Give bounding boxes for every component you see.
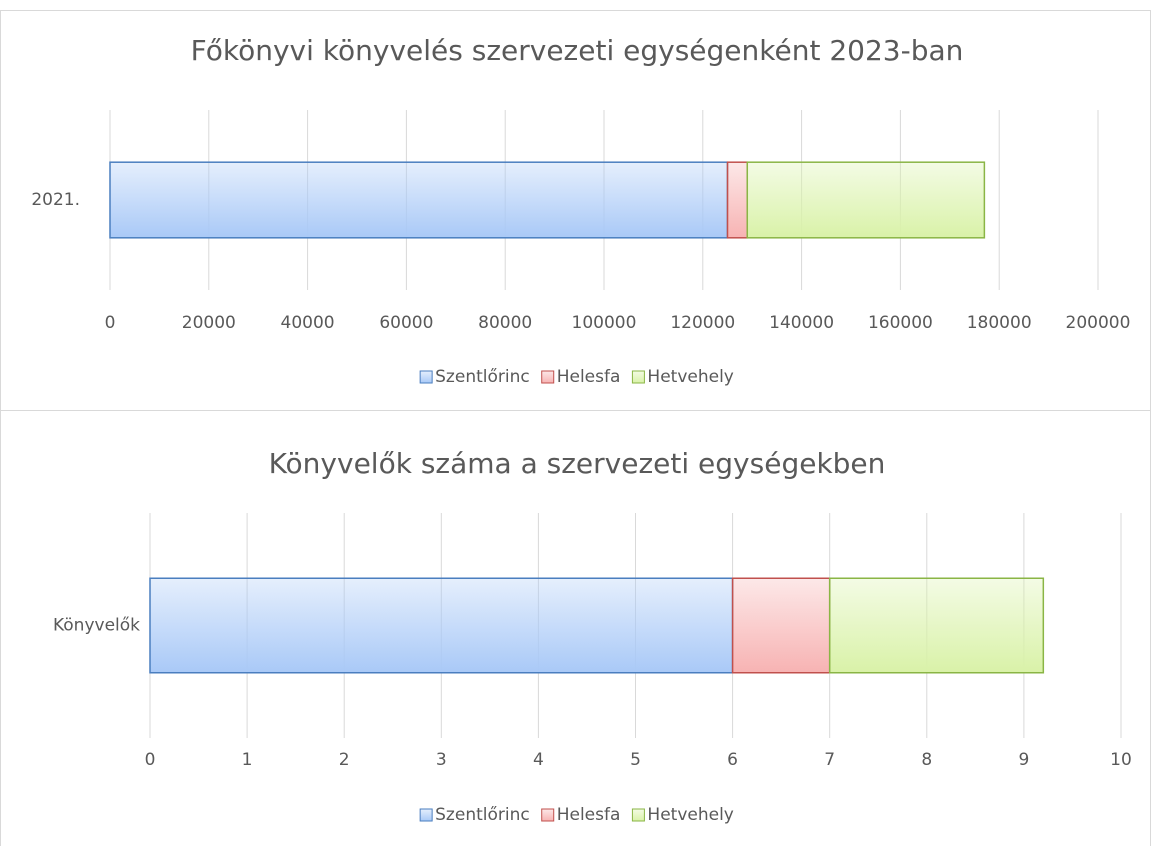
x-tick-label: 7 xyxy=(824,750,835,770)
legend-swatch xyxy=(419,808,433,822)
x-tick-label: 140000 xyxy=(769,313,834,333)
legend-label: Szentlőrinc xyxy=(435,367,530,387)
bar xyxy=(731,577,831,674)
x-tick-label: 100000 xyxy=(572,313,637,333)
legend-swatch xyxy=(541,808,555,822)
x-tick-label: 20000 xyxy=(182,313,236,333)
x-tick-label: 40000 xyxy=(281,313,335,333)
x-tick-label: 0 xyxy=(105,313,116,333)
bar xyxy=(828,577,1045,674)
x-tick-label: 10 xyxy=(1110,750,1132,770)
x-tick-label: 1 xyxy=(242,750,253,770)
y-tick-label: Könyvelők xyxy=(53,616,140,636)
x-tick-label: 8 xyxy=(921,750,932,770)
x-tick-label: 160000 xyxy=(868,313,933,333)
bar xyxy=(109,161,729,239)
legend-swatch xyxy=(631,370,645,384)
legend-swatch xyxy=(631,808,645,822)
x-tick-label: 4 xyxy=(533,750,544,770)
legend-label: Szentlőrinc xyxy=(435,805,530,825)
legend-swatch xyxy=(541,370,555,384)
chart-border xyxy=(0,410,1151,846)
x-tick-label: 60000 xyxy=(379,313,433,333)
chart-title: Könyvelők száma a szervezeti egységekben xyxy=(269,447,886,480)
bar xyxy=(746,161,986,239)
legend-label: Helesfa xyxy=(557,367,621,387)
x-tick-label: 120000 xyxy=(670,313,735,333)
x-tick-label: 0 xyxy=(145,750,156,770)
chart-title: Főkönyvi könyvelés szervezeti egységenké… xyxy=(191,34,964,67)
bar xyxy=(726,161,749,239)
x-tick-label: 6 xyxy=(727,750,738,770)
x-tick-label: 5 xyxy=(630,750,641,770)
x-tick-label: 3 xyxy=(436,750,447,770)
legend-label: Hetvehely xyxy=(647,367,733,387)
x-tick-label: 2 xyxy=(339,750,350,770)
legend-label: Hetvehely xyxy=(647,805,733,825)
legend-swatch xyxy=(419,370,433,384)
y-tick-label: 2021. xyxy=(31,190,80,210)
legend-label: Helesfa xyxy=(557,805,621,825)
bar xyxy=(149,577,734,674)
x-tick-label: 200000 xyxy=(1066,313,1131,333)
x-tick-label: 9 xyxy=(1018,750,1029,770)
x-tick-label: 80000 xyxy=(478,313,532,333)
x-tick-label: 180000 xyxy=(967,313,1032,333)
